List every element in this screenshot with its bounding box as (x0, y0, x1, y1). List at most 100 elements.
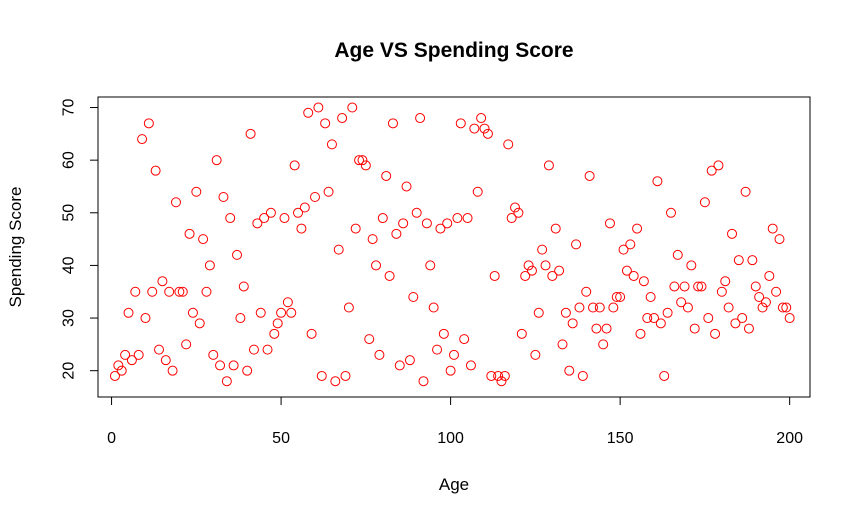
data-point (143, 118, 154, 129)
data-point (408, 292, 419, 302)
data-point (269, 328, 280, 339)
data-point (126, 355, 137, 366)
data-point (713, 160, 724, 171)
data-point (503, 139, 514, 150)
data-point (438, 328, 449, 339)
data-point (157, 276, 168, 287)
data-point (747, 255, 758, 266)
data-point (394, 360, 405, 371)
data-point (411, 207, 422, 218)
data-point (449, 349, 459, 360)
data-point (286, 307, 297, 318)
data-point (689, 323, 700, 334)
data-point (598, 339, 609, 350)
data-point (354, 155, 365, 166)
data-point (262, 344, 273, 355)
data-point (781, 302, 792, 313)
data-point (252, 218, 263, 229)
data-point (459, 334, 470, 345)
data-point (391, 228, 402, 239)
data-point (526, 265, 537, 276)
data-point (703, 313, 714, 324)
data-point (567, 318, 578, 329)
y-tick-label: 40 (61, 256, 78, 274)
data-point (208, 349, 219, 360)
data-point (625, 239, 636, 250)
data-point (387, 118, 398, 129)
data-point (723, 302, 734, 313)
data-point (313, 102, 324, 113)
data-point (113, 360, 124, 371)
data-point (137, 134, 148, 145)
data-point (401, 181, 412, 192)
data-point (242, 365, 253, 376)
data-point (340, 370, 351, 381)
data-point (201, 286, 212, 297)
y-tick-label: 50 (61, 204, 78, 222)
data-point (435, 223, 446, 234)
data-point (154, 344, 165, 355)
data-point (465, 360, 476, 371)
data-point (540, 260, 551, 271)
data-point (235, 313, 246, 324)
data-points (109, 102, 795, 387)
data-point (265, 207, 276, 218)
data-point (364, 334, 375, 345)
data-point (550, 223, 561, 234)
data-point (638, 276, 649, 287)
data-point (293, 207, 304, 218)
data-point (733, 255, 744, 266)
data-point (184, 228, 195, 239)
data-point (530, 349, 541, 360)
data-point (245, 128, 256, 139)
x-tick-label: 0 (107, 430, 116, 447)
data-point (282, 297, 293, 308)
x-tick-label: 200 (776, 430, 803, 447)
data-point (750, 281, 761, 292)
data-point (462, 213, 473, 224)
data-point (537, 244, 548, 255)
data-point (248, 344, 259, 355)
y-axis-label: Spending Score (6, 187, 25, 308)
data-point (615, 292, 626, 302)
data-point (425, 260, 436, 271)
data-point (655, 318, 666, 329)
data-point (371, 260, 382, 271)
data-point (174, 286, 185, 297)
data-point (608, 302, 619, 313)
data-point (479, 123, 490, 134)
data-point (533, 307, 544, 318)
data-point (571, 239, 582, 250)
data-point (347, 102, 358, 113)
data-point (160, 355, 171, 366)
data-point (170, 197, 181, 208)
y-tick-label: 20 (61, 362, 78, 380)
data-point (682, 302, 693, 313)
data-point (404, 355, 415, 366)
data-point (350, 223, 361, 234)
data-point (669, 281, 680, 292)
data-point (764, 270, 775, 281)
data-point (455, 118, 466, 129)
data-point (510, 202, 521, 213)
data-point (225, 213, 236, 224)
data-point (164, 286, 175, 297)
data-point (743, 323, 754, 334)
data-point (516, 328, 527, 339)
data-point (611, 292, 622, 302)
data-point (740, 186, 751, 197)
data-point (699, 197, 710, 208)
data-point (574, 302, 585, 313)
data-point (730, 318, 741, 329)
data-point (676, 297, 687, 308)
data-point (120, 349, 131, 360)
x-tick-label: 50 (272, 430, 290, 447)
data-point (543, 160, 554, 171)
data-point (493, 370, 504, 381)
data-point (130, 286, 141, 297)
data-point (381, 170, 392, 181)
data-point (693, 281, 704, 292)
data-point (557, 339, 568, 350)
x-axis-label: Age (439, 475, 469, 494)
data-point (632, 223, 643, 234)
